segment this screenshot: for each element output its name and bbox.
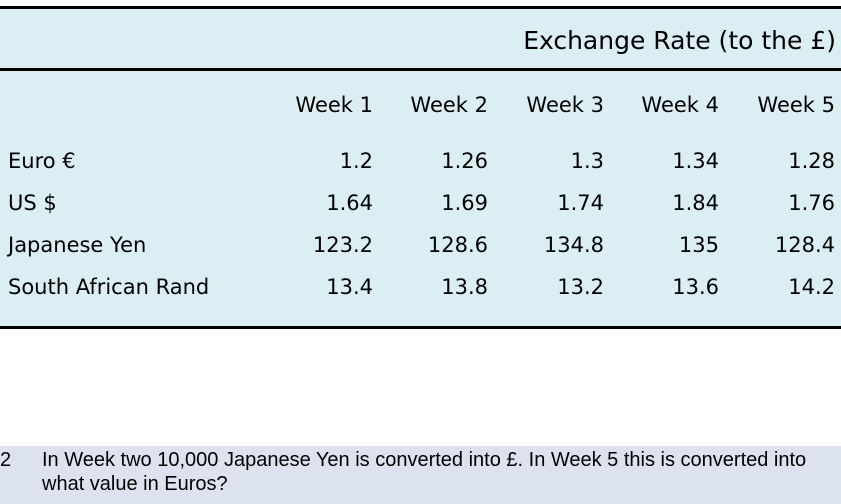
table-title: Exchange Rate (to the £) bbox=[523, 26, 836, 55]
table-cell: 128.6 bbox=[427, 233, 488, 257]
table-cell: 1.34 bbox=[672, 149, 719, 173]
column-header-week-3: Week 3 bbox=[526, 93, 604, 117]
table-cell: 13.2 bbox=[557, 275, 604, 299]
column-header-week-2: Week 2 bbox=[410, 93, 488, 117]
table-cell: 1.3 bbox=[570, 149, 604, 173]
question-text: In Week two 10,000 Japanese Yen is conve… bbox=[42, 449, 807, 495]
table-cell: 13.8 bbox=[441, 275, 488, 299]
row-label-euro: Euro € bbox=[8, 149, 76, 173]
table-cell: 1.76 bbox=[788, 191, 835, 215]
table-cell: 1.69 bbox=[441, 191, 488, 215]
table-cell: 128.4 bbox=[774, 233, 835, 257]
column-header-week-5: Week 5 bbox=[757, 93, 835, 117]
table-header-rule bbox=[0, 68, 841, 71]
table-cell: 135 bbox=[678, 233, 719, 257]
table-cell: 13.4 bbox=[326, 275, 373, 299]
table-cell: 123.2 bbox=[312, 233, 373, 257]
table-bottom-rule bbox=[0, 326, 841, 329]
table-cell: 13.6 bbox=[672, 275, 719, 299]
row-label-south-african-rand: South African Rand bbox=[8, 275, 210, 299]
table-top-rule bbox=[0, 6, 841, 9]
table-cell: 1.64 bbox=[326, 191, 373, 215]
row-label-us-dollar: US $ bbox=[8, 191, 57, 215]
column-header-week-1: Week 1 bbox=[295, 93, 373, 117]
table-cell: 1.28 bbox=[788, 149, 835, 173]
table-cell: 1.2 bbox=[339, 149, 373, 173]
question-number: 2 bbox=[0, 449, 12, 471]
table-cell: 1.74 bbox=[557, 191, 604, 215]
column-header-week-4: Week 4 bbox=[641, 93, 719, 117]
table-cell: 14.2 bbox=[788, 275, 835, 299]
table-cell: 1.26 bbox=[441, 149, 488, 173]
row-label-japanese-yen: Japanese Yen bbox=[8, 233, 147, 257]
exchange-rate-table bbox=[0, 6, 841, 328]
question-panel bbox=[0, 446, 841, 504]
table-cell: 1.84 bbox=[672, 191, 719, 215]
table-cell: 134.8 bbox=[543, 233, 604, 257]
